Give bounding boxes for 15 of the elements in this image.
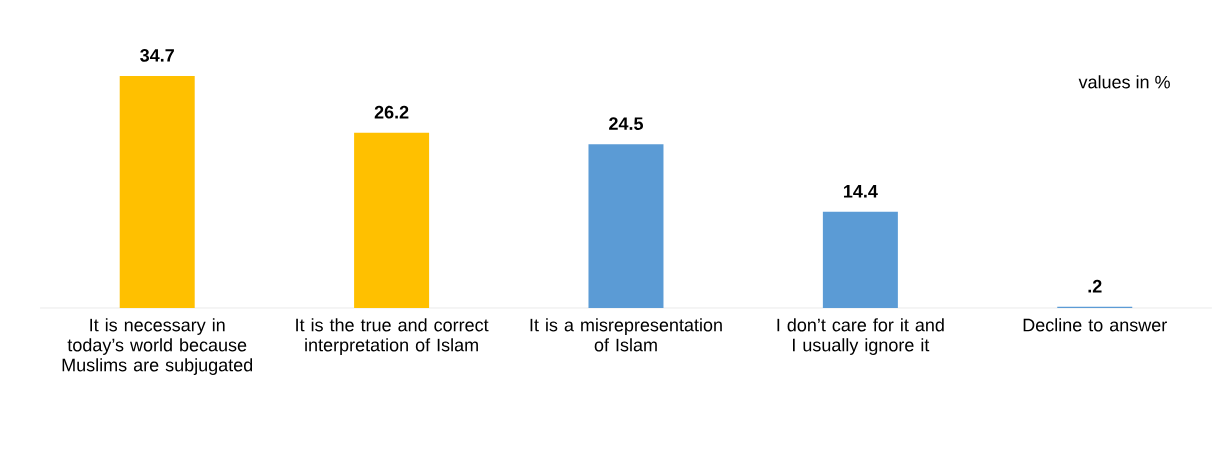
bar: [822, 211, 898, 308]
x-tick-label: It is necessary in today’s world because Muslims are subjugated: [62, 318, 253, 375]
x-tick-label: Decline to answer: [1023, 318, 1167, 332]
x-tick-label: It is the true and correct interpretation of Islam: [296, 318, 489, 355]
x-tick-label: I don’t care for it and I usually ignore it: [777, 318, 944, 355]
x-tick-label: It is a misrepresentation of Islam: [530, 318, 722, 352]
data-label: .2: [1088, 279, 1102, 293]
data-label: 34.7: [140, 49, 174, 62]
data-label: 14.4: [843, 185, 878, 198]
data-label: 24.5: [609, 117, 644, 130]
bar: [119, 75, 195, 308]
bar: [354, 132, 430, 308]
bar: [588, 144, 664, 308]
annotation: values in %: [1078, 75, 1170, 89]
data-label: 26.2: [374, 105, 409, 119]
